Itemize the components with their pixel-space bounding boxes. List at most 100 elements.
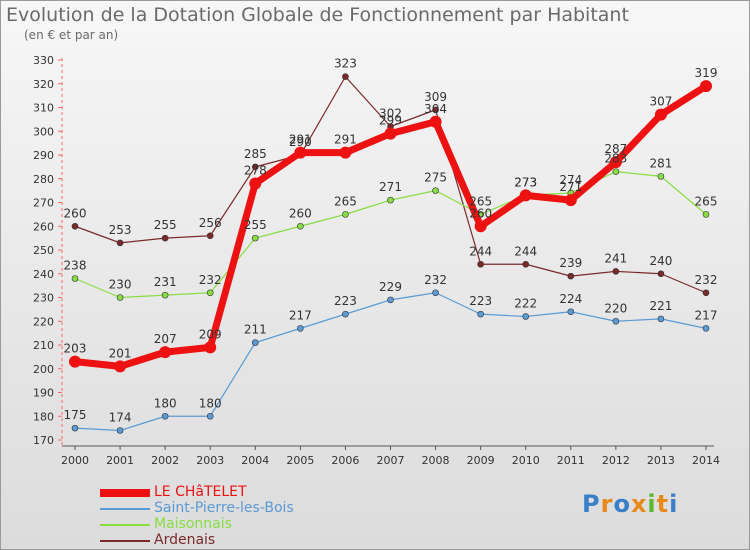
- series-point: [567, 308, 575, 316]
- series-point: [387, 196, 394, 204]
- series-point: [657, 270, 665, 278]
- y-tick-label: 170: [33, 434, 54, 447]
- series-point: [384, 127, 397, 140]
- data-label: 230: [109, 278, 132, 292]
- series-point: [429, 115, 442, 128]
- data-label: 302: [379, 107, 402, 121]
- data-label: 223: [469, 294, 492, 308]
- data-label: 273: [514, 175, 537, 189]
- data-label: 222: [514, 297, 537, 311]
- y-tick-label: 300: [33, 125, 54, 138]
- series-point: [702, 289, 710, 297]
- data-label: 287: [604, 142, 627, 156]
- y-tick-label: 290: [33, 149, 54, 162]
- chart-subtitle: (en € et par an): [24, 28, 119, 42]
- data-label: 271: [379, 180, 402, 194]
- x-tick-label: 2010: [512, 454, 540, 467]
- series-point: [657, 173, 665, 180]
- series-point: [700, 80, 712, 93]
- data-label: 180: [199, 396, 222, 410]
- data-label: 253: [109, 223, 132, 237]
- data-label: 217: [695, 308, 718, 322]
- data-label: 203: [64, 342, 87, 356]
- legend-swatch: [100, 524, 150, 526]
- chart-title: Evolution de la Dotation Globale de Fonc…: [6, 4, 629, 26]
- series-point: [116, 239, 124, 247]
- x-tick-label: 2014: [692, 454, 720, 467]
- data-label: 281: [649, 156, 672, 170]
- series-point: [206, 412, 214, 420]
- data-label: 224: [559, 292, 582, 306]
- y-tick-label: 240: [33, 268, 54, 281]
- data-label: 220: [604, 301, 627, 315]
- series-point: [564, 194, 577, 207]
- series-point: [339, 146, 352, 159]
- series-point: [116, 294, 124, 301]
- series-point: [251, 234, 259, 242]
- y-tick-label: 310: [33, 102, 54, 115]
- legend-label: Saint-Pierre-les-Bois: [154, 500, 294, 516]
- x-tick-label: 2001: [106, 454, 134, 467]
- series-point: [567, 272, 575, 280]
- legend-swatch: [100, 540, 150, 542]
- data-label: 274: [559, 173, 582, 187]
- x-tick-label: 2006: [331, 454, 359, 467]
- data-label: 232: [199, 273, 222, 287]
- proxiti-logo: Proxiti: [582, 490, 679, 518]
- series-point: [519, 189, 532, 202]
- series-point: [432, 187, 439, 194]
- series-point: [657, 315, 665, 323]
- x-tick-label: 2003: [196, 454, 224, 467]
- series-point: [387, 296, 394, 304]
- data-label: 180: [154, 396, 177, 410]
- series-point: [297, 325, 304, 332]
- series-point: [251, 163, 259, 171]
- data-label: 290: [289, 135, 312, 149]
- data-label: 265: [469, 194, 492, 208]
- legend-swatch: [100, 489, 150, 497]
- series-point: [477, 260, 484, 268]
- data-label: 255: [154, 218, 177, 232]
- data-label: 285: [244, 147, 267, 161]
- data-label: 271: [559, 180, 582, 194]
- y-tick-label: 270: [33, 197, 54, 210]
- x-tick-label: 2005: [286, 454, 314, 467]
- y-tick-label: 250: [33, 244, 54, 257]
- series-point: [654, 108, 667, 121]
- series-point: [342, 211, 349, 218]
- data-label: 239: [559, 256, 582, 270]
- x-tick-label: 2009: [467, 454, 495, 467]
- data-label: 232: [695, 273, 718, 287]
- series-point: [71, 222, 79, 230]
- legend-label: LE CHâTELET: [154, 484, 247, 500]
- y-tick-label: 220: [33, 315, 54, 328]
- series-point: [159, 346, 172, 359]
- series-point: [342, 73, 349, 80]
- data-label: 217: [289, 308, 312, 322]
- series-point: [294, 146, 307, 159]
- y-tick-label: 210: [33, 339, 54, 352]
- data-label: 260: [469, 206, 492, 220]
- data-label: 241: [604, 251, 627, 265]
- series-point: [71, 424, 79, 432]
- series-point: [206, 232, 214, 240]
- series-point: [116, 427, 124, 434]
- series-point: [206, 289, 214, 297]
- data-label: 209: [199, 327, 222, 341]
- y-tick-label: 190: [33, 387, 54, 400]
- data-label: 201: [109, 346, 132, 360]
- data-label: 304: [424, 102, 447, 116]
- data-label: 265: [334, 194, 357, 208]
- series-point: [249, 177, 262, 190]
- y-tick-label: 330: [33, 54, 54, 67]
- data-label: 291: [289, 133, 312, 147]
- y-tick-label: 320: [33, 78, 54, 91]
- data-label: 283: [604, 152, 627, 166]
- data-label: 260: [64, 206, 87, 220]
- x-tick-label: 2013: [647, 454, 675, 467]
- data-label: 291: [334, 133, 357, 147]
- data-label: 231: [154, 275, 177, 289]
- series-point: [161, 291, 169, 299]
